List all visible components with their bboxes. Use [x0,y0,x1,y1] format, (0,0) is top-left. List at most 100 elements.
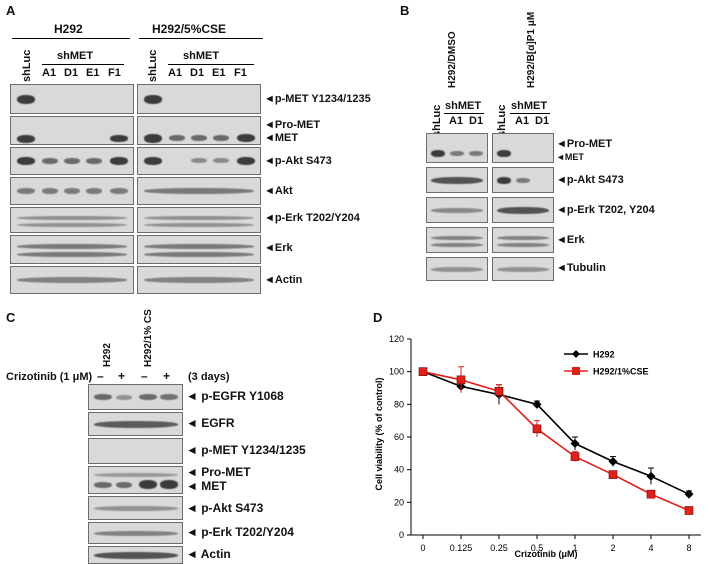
panel-a-lane-d1-2: D1 [190,67,205,79]
band [213,135,229,141]
panel-b-shmet-label-2: shMET [511,100,548,112]
band [169,135,185,141]
y-tick-label: 20 [394,497,404,507]
y-tick-label: 40 [394,465,404,475]
panel-c-blot-egfr [88,412,183,436]
band [110,157,128,165]
panel-a-row-pakt: ◄p-Akt S473 [264,155,332,167]
panel-b-blot-met-left [426,133,488,163]
band [497,267,549,272]
band [431,267,483,272]
panel-b-blot-erk-left [426,227,488,253]
chart-y-axis-label: Cell viability (% of control) [374,377,384,490]
band [64,158,80,164]
panel-c-row-egfr: ◄ EGFR [186,416,235,430]
panel-a-blot-erk-left [10,235,134,264]
panel-a-row-actin-text: Actin [274,274,303,286]
band [17,157,35,165]
panel-a-blot-met-right [137,116,261,145]
panel-b-letter: B [400,3,410,18]
panel-b-row-perk: ◄p-Erk T202, Y204 [556,204,655,216]
band [469,151,483,156]
panel-c-row-pakt-text: p-Akt S473 [201,501,264,515]
y-tick-label: 60 [394,432,404,442]
panel-c-group1-label: H292 [102,343,113,367]
panel-b-lane-d1-2: D1 [535,115,550,127]
band [144,216,254,220]
panel-b-row-pakt-text: p-Akt S473 [566,174,624,186]
band [94,506,178,511]
band [110,188,128,194]
band [144,244,254,249]
data-point [456,375,466,385]
panel-c-row-pmet-text: p-MET Y1234/1235 [201,443,306,457]
panel-c-blot-pegfr [88,384,183,410]
data-point [646,471,656,481]
panel-b-blot-perk-left [426,197,488,223]
x-tick-label: 8 [686,543,691,553]
data-point [608,470,618,479]
panel-a-lane-f1: F1 [108,67,121,79]
data-point [418,367,428,376]
panel-c-minus-1: – [97,369,104,383]
panel-b-shmet-label-1: shMET [445,100,482,112]
chart-x-axis-label: Crizotinib (μM) [515,549,578,559]
panel-a-blot-perk-right [137,207,261,233]
band [144,252,254,257]
band [94,482,112,488]
panel-c-row-promet: ◄ Pro-MET [186,465,251,479]
band [139,480,157,489]
data-point [570,452,580,461]
band [431,208,483,213]
band [94,421,178,428]
panel-a-blot-akt-left [10,177,134,205]
panel-a-row-erk-text: Erk [274,242,293,254]
band [516,178,530,183]
x-tick-label: 0 [420,543,425,553]
band [139,394,157,400]
y-tick-label: 80 [394,399,404,409]
chart-series [418,366,694,515]
data-point [684,506,694,515]
band [450,151,464,156]
panel-a-group1-line [12,38,130,39]
series-line-1 [422,370,690,512]
x-tick-label: 1 [572,543,577,553]
band [431,177,483,184]
panel-c-duration: (3 days) [188,371,230,383]
panel-b-group1-label: H292/DMSO [447,31,458,88]
y-tick-label: 120 [389,334,404,344]
panel-c-row-actin-text: Actin [200,547,231,561]
x-tick-label: 0.25 [490,543,508,553]
band [160,394,178,400]
panel-b-lane-d1-1: D1 [469,115,484,127]
panel-b-blot-pakt-right [492,167,554,193]
band [144,188,254,194]
band [42,188,58,194]
panel-a-row-promet-text: Pro-MET [274,119,321,131]
panel-b-blot-pakt-left [426,167,488,193]
band [64,188,80,194]
panel-b-row-promet-text: Pro-MET [566,138,613,150]
band [86,188,102,194]
panel-b-lane-a1-1: A1 [449,115,464,127]
band [237,157,255,165]
panel-c-row-pegfr-text: p-EGFR Y1068 [201,389,284,403]
panel-a-lane-e1: E1 [86,67,100,79]
panel-c-blot-pakt [88,496,183,520]
band [94,552,178,559]
panel-b-row-perk-text: p-Erk T202, Y204 [566,204,655,216]
band [431,150,445,157]
panel-a-letter: A [6,3,16,18]
legend-label: H292 [593,350,615,360]
panel-a-row-akt: ◄Akt [264,185,293,197]
panel-a-shmet-label-2: shMET [183,50,220,62]
panel-b-row-erk: ◄Erk [556,234,585,246]
band [116,395,132,400]
panel-c-row-egfr-text: EGFR [201,416,235,430]
panel-c-plus-2: + [163,369,171,383]
panel-a-group2-label: H292/5%CSE [152,22,227,36]
data-point [646,489,656,499]
panel-c-row-met-text: MET [201,479,227,493]
panel-c-blot-perk [88,522,183,544]
